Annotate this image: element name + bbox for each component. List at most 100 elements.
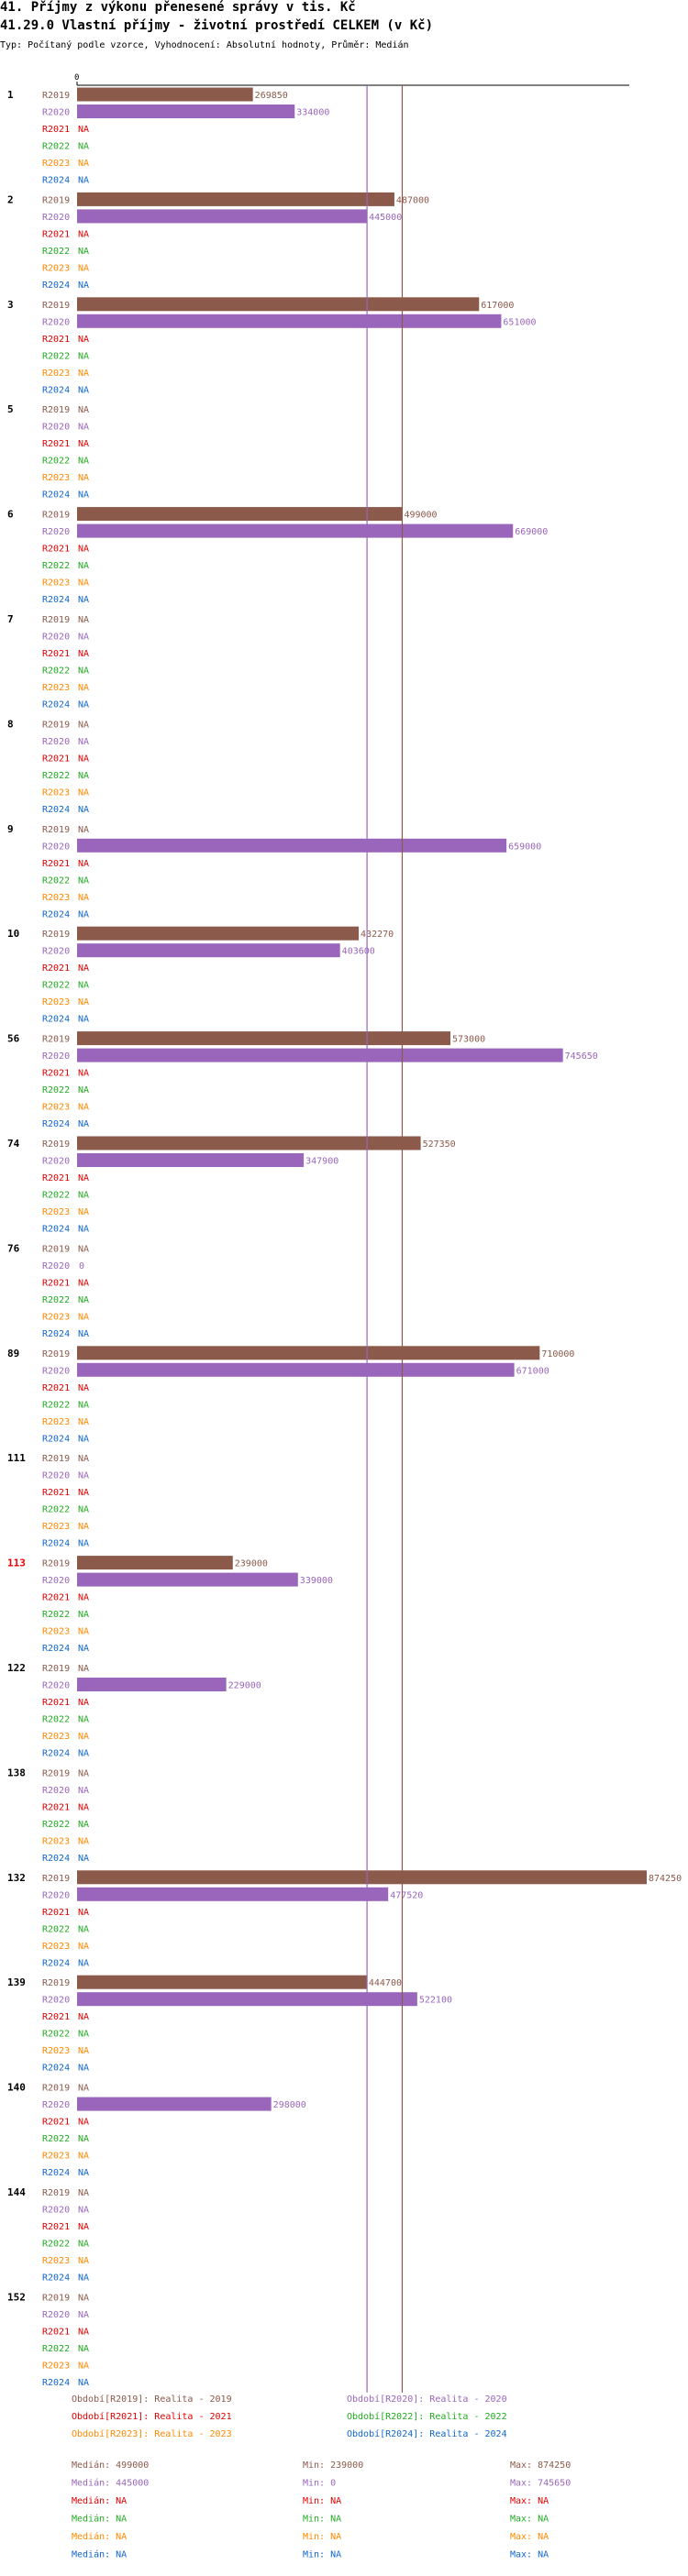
chart-title: 41.29.0 Vlastní příjmy - životní prostře… <box>0 18 434 33</box>
data-label: 334000 <box>296 108 329 118</box>
stat-min: Min: 0 <box>303 2479 336 2489</box>
na-label: NA <box>78 1698 89 1708</box>
na-label: NA <box>78 825 89 835</box>
series-label: R2024 <box>42 909 70 919</box>
series-label: R2021 <box>42 2012 70 2022</box>
na-label: NA <box>78 423 89 433</box>
series-label: R2019 <box>42 195 70 205</box>
series-label: R2021 <box>42 2222 70 2232</box>
series-label: R2022 <box>42 142 70 152</box>
series-label: R2021 <box>42 125 70 135</box>
bar <box>77 1031 451 1046</box>
group-label: 122 <box>7 1662 26 1674</box>
series-label: R2020 <box>42 1576 70 1586</box>
data-label: 444700 <box>369 1978 402 1988</box>
series-label: R2024 <box>42 385 70 395</box>
na-label: NA <box>78 1820 89 1830</box>
bar <box>77 192 394 206</box>
series-label: R2019 <box>42 1454 70 1464</box>
na-label: NA <box>78 1522 89 1532</box>
group-label: 152 <box>7 2291 26 2303</box>
bar <box>77 1346 540 1360</box>
na-label: NA <box>78 1278 89 1288</box>
series-label: R2022 <box>42 666 70 677</box>
series-label: R2023 <box>42 1732 70 1742</box>
na-label: NA <box>78 1908 89 1918</box>
series-label: R2020 <box>42 423 70 433</box>
bar <box>77 507 403 522</box>
group-label: 8 <box>7 718 14 730</box>
series-label: R2020 <box>42 1681 70 1691</box>
group-label: 3 <box>7 299 14 311</box>
series-label: R2020 <box>42 108 70 118</box>
series-label: R2021 <box>42 1488 70 1498</box>
bar <box>77 1887 389 1901</box>
na-label: NA <box>78 2064 89 2074</box>
series-label: R2024 <box>42 2064 70 2074</box>
na-label: NA <box>78 1593 89 1603</box>
na-label: NA <box>78 1295 89 1305</box>
series-label: R2022 <box>42 2134 70 2144</box>
na-label: NA <box>78 771 89 781</box>
stat-min: Min: 239000 <box>303 2460 363 2471</box>
series-label: R2022 <box>42 561 70 571</box>
bar <box>77 297 480 312</box>
series-label: R2019 <box>42 615 70 625</box>
series-label: R2020 <box>42 1157 70 1167</box>
group-label: 138 <box>7 1767 26 1778</box>
na-label: NA <box>78 700 89 710</box>
series-label: R2024 <box>42 281 70 291</box>
na-label: NA <box>78 2222 89 2232</box>
na-label: NA <box>78 1383 89 1393</box>
group-label: 113 <box>7 1558 26 1569</box>
series-label: R2019 <box>42 1035 70 1045</box>
na-label: NA <box>78 666 89 677</box>
na-label: NA <box>78 176 89 186</box>
series-label: R2023 <box>42 578 70 589</box>
series-label: R2019 <box>42 1559 70 1569</box>
group-label: 140 <box>7 2082 26 2094</box>
series-label: R2020 <box>42 2206 70 2216</box>
series-label: R2019 <box>42 405 70 415</box>
series-label: R2019 <box>42 91 70 101</box>
series-label: R2024 <box>42 805 70 815</box>
na-label: NA <box>78 2327 89 2337</box>
na-label: NA <box>78 2118 89 2128</box>
series-label: R2022 <box>42 1085 70 1095</box>
series-label: R2021 <box>42 335 70 345</box>
bar <box>77 1870 647 1885</box>
na-label: NA <box>78 369 89 379</box>
series-label: R2019 <box>42 511 70 521</box>
series-label: R2024 <box>42 176 70 186</box>
na-label: NA <box>78 720 89 730</box>
data-label: 527350 <box>423 1139 456 1150</box>
na-label: NA <box>78 2012 89 2022</box>
series-label: R2019 <box>42 825 70 835</box>
series-label: R2022 <box>42 351 70 361</box>
series-label: R2022 <box>42 1610 70 1620</box>
na-label: NA <box>78 2046 89 2056</box>
stat-min: Min: NA <box>303 2532 341 2542</box>
na-label: NA <box>78 981 89 991</box>
na-label: NA <box>78 1225 89 1235</box>
na-label: NA <box>78 2293 89 2303</box>
series-label: R2024 <box>42 2168 70 2178</box>
series-label: R2021 <box>42 439 70 449</box>
x-axis-zero-label: 0 <box>74 73 79 83</box>
series-label: R2024 <box>42 2378 70 2388</box>
series-label: R2021 <box>42 649 70 659</box>
series-label: R2024 <box>42 1539 70 1549</box>
na-label: NA <box>78 405 89 415</box>
na-label: NA <box>78 439 89 449</box>
na-label: NA <box>78 1644 89 1654</box>
na-label: NA <box>78 125 89 135</box>
series-label: R2023 <box>42 787 70 798</box>
series-label: R2024 <box>42 700 70 710</box>
na-label: NA <box>78 633 89 643</box>
series-label: R2024 <box>42 1015 70 1025</box>
na-label: NA <box>78 1069 89 1079</box>
series-label: R2023 <box>42 1207 70 1217</box>
legend-item: Období[R2024]: Realita - 2024 <box>347 2428 507 2439</box>
bar <box>77 523 514 538</box>
na-label: NA <box>78 649 89 659</box>
